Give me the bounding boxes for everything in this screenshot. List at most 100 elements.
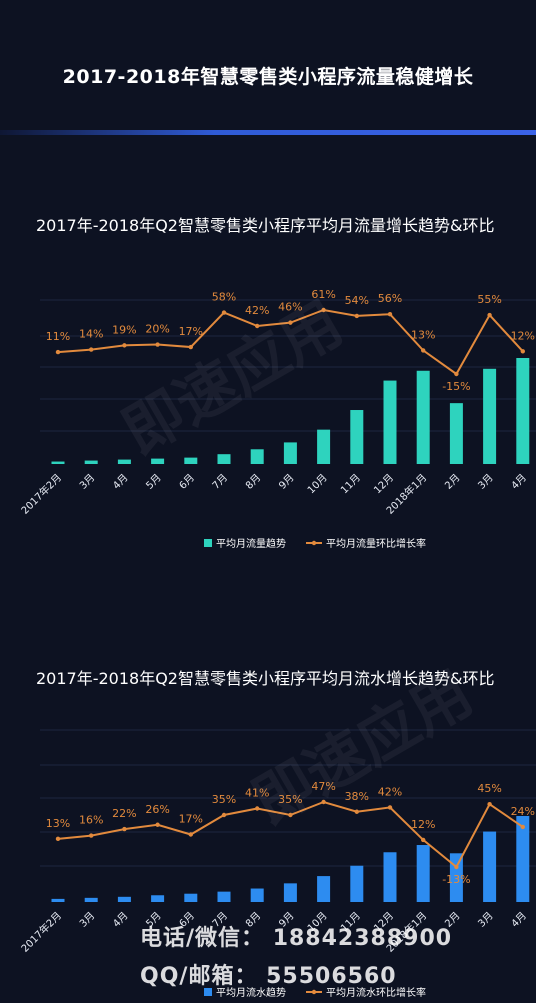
- data-label: 13%: [46, 817, 70, 830]
- data-label: 13%: [411, 328, 435, 341]
- data-label: 11%: [46, 330, 70, 343]
- line-point: [421, 348, 426, 353]
- line-point: [122, 826, 127, 832]
- chart2-title: 2017年-2018年Q2智慧零售类小程序平均月流水增长趋势&环比: [36, 669, 495, 688]
- line-point: [454, 864, 459, 870]
- line-point: [155, 342, 160, 347]
- x-tick-label: 10月: [305, 472, 330, 497]
- bar: [117, 896, 131, 902]
- data-label: 54%: [345, 294, 369, 307]
- bar: [217, 891, 231, 902]
- bar: [516, 358, 530, 464]
- line-point: [487, 801, 492, 807]
- line-point: [155, 822, 160, 827]
- x-tick-label: 4月: [509, 910, 529, 930]
- line-point: [354, 313, 359, 319]
- bar: [151, 458, 165, 464]
- data-label: 14%: [79, 328, 103, 341]
- bar: [117, 459, 131, 464]
- line-point: [89, 833, 94, 838]
- line-point: [387, 312, 393, 317]
- bar: [51, 461, 65, 464]
- line-point: [520, 349, 525, 354]
- bar: [317, 429, 331, 464]
- line-point: [255, 806, 260, 811]
- data-label: 17%: [179, 325, 203, 338]
- bar: [250, 449, 264, 464]
- line-point: [288, 812, 293, 818]
- bar: [483, 831, 497, 902]
- data-label: 12%: [511, 329, 535, 342]
- line-point: [221, 812, 227, 818]
- line-point: [487, 312, 492, 318]
- data-label: 35%: [212, 793, 236, 806]
- bar: [416, 370, 430, 464]
- data-label: 24%: [511, 805, 535, 818]
- bar: [250, 888, 264, 902]
- data-label: 17%: [179, 813, 203, 826]
- bar: [449, 403, 463, 464]
- data-label: 12%: [411, 818, 435, 831]
- x-tick-label: 3月: [476, 910, 496, 930]
- bar: [84, 460, 98, 464]
- line-point: [122, 343, 127, 348]
- data-label: 45%: [477, 782, 501, 795]
- data-label: 35%: [278, 793, 302, 806]
- bar: [283, 883, 297, 902]
- data-label: 61%: [311, 288, 335, 301]
- x-tick-label: 2017年2月: [18, 471, 64, 517]
- line-point: [188, 832, 193, 837]
- line-point: [55, 836, 61, 842]
- bar: [416, 845, 430, 902]
- bar: [51, 898, 65, 902]
- bar: [184, 457, 198, 464]
- data-label: 42%: [378, 785, 402, 798]
- bar: [350, 865, 364, 902]
- bar: [483, 368, 497, 464]
- data-label: 47%: [311, 780, 335, 793]
- x-tick-label: 4月: [110, 472, 130, 492]
- line-point: [55, 349, 61, 355]
- x-tick-label: 5月: [144, 472, 164, 492]
- x-tick-label: 3月: [77, 472, 97, 492]
- legend-label: 平均月流量趋势: [216, 537, 286, 550]
- bar: [350, 410, 364, 464]
- x-tick-label: 11月: [338, 472, 363, 497]
- line-point: [255, 323, 260, 329]
- line-point: [387, 805, 393, 810]
- bar: [317, 876, 331, 902]
- bar: [84, 897, 98, 902]
- bar: [383, 380, 397, 464]
- data-label: 58%: [212, 291, 236, 304]
- data-label: -13%: [442, 873, 470, 886]
- line-point: [520, 824, 525, 830]
- legend-label: 平均月流水趋势: [216, 986, 286, 999]
- legend-label: 平均月流量环比增长率: [326, 537, 426, 550]
- data-label: 22%: [112, 807, 136, 820]
- x-tick-label: 2017年2月: [18, 909, 64, 955]
- line-point: [288, 320, 293, 325]
- legend-swatch-bar: [204, 988, 212, 996]
- line-point: [188, 344, 193, 350]
- line-point: [421, 837, 426, 843]
- chart1-title: 2017年-2018年Q2智慧零售类小程序平均月流量增长趋势&环比: [36, 216, 495, 235]
- x-tick-label: 7月: [210, 472, 230, 492]
- x-tick-label: 3月: [476, 472, 496, 492]
- line-point: [454, 371, 459, 377]
- x-tick-label: 8月: [243, 472, 263, 492]
- data-label: 20%: [145, 323, 169, 336]
- data-label: 26%: [145, 803, 169, 816]
- contact-qq: QQ/邮箱： 55506560: [140, 964, 397, 989]
- traffic-chart: 11% 14% 19% 20% 17% 58% 42% 46% 61% 54% 56% 13% -15%…: [18, 288, 536, 550]
- data-label: -15%: [442, 380, 470, 393]
- line-point: [321, 799, 326, 805]
- data-label: 56%: [378, 292, 402, 305]
- data-label: 19%: [112, 323, 136, 336]
- x-tick-label: 4月: [110, 910, 130, 930]
- legend-marker: [311, 989, 317, 995]
- x-tick-label: 12月: [372, 472, 397, 497]
- line-point: [221, 310, 227, 315]
- title-accent-line: [0, 130, 536, 135]
- x-tick-label: 2月: [442, 472, 462, 492]
- x-tick-label: 4月: [509, 472, 529, 492]
